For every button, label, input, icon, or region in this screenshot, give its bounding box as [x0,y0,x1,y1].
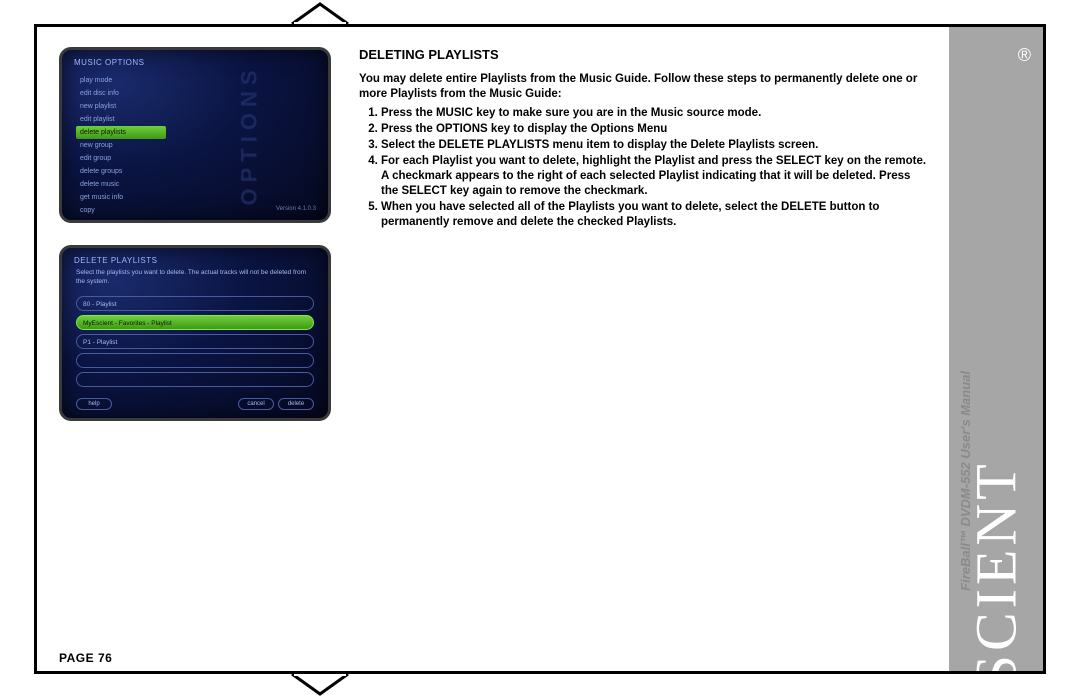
playlist-pill: P1 - Playlist [76,334,314,349]
screenshot2-playlist-list: 80 - Playlist MyEscient - Favorites - Pl… [76,296,314,391]
cancel-button: cancel [238,398,274,410]
menu-item-highlighted: delete playlists [76,126,166,139]
manual-subtitle: FireBall™ DVDM-552 User's Manual [958,371,973,591]
registered-mark: ® [1018,45,1031,66]
help-button: help [76,398,112,410]
step-item: Select the DELETE PLAYLISTS menu item to… [381,138,927,153]
section-heading: DELETING PLAYLISTS [359,47,927,62]
screenshot1-menu-list: play mode edit disc info new playlist ed… [76,74,278,217]
page-number: PAGE 76 [59,651,112,665]
screenshot1-version: Version 4.1.0.3 [276,206,316,212]
step-item: For each Playlist you want to delete, hi… [381,154,927,199]
playlist-pill: 80 - Playlist [76,296,314,311]
step-item: When you have selected all of the Playli… [381,200,927,230]
steps-list: Press the MUSIC key to make sure you are… [359,106,927,230]
playlist-pill [76,353,314,368]
menu-item: new group [76,139,278,152]
playlist-pill-highlighted: MyEscient - Favorites - Playlist [76,315,314,330]
menu-item: new playlist [76,100,278,113]
page-frame: ® ESCIENT FireBall™ DVDM-552 User's Manu… [34,24,1046,674]
instruction-text-column: DELETING PLAYLISTS You may delete entire… [359,47,927,230]
menu-item: delete music [76,178,278,191]
playlist-pill [76,372,314,387]
screenshot2-subtitle: Select the playlists you want to delete.… [76,268,314,286]
menu-item: play mode [76,74,278,87]
screenshot2-title: DELETE PLAYLISTS [74,256,157,265]
screenshot-music-options: MUSIC OPTIONS OPTIONS play mode edit dis… [59,47,331,223]
page-content: MUSIC OPTIONS OPTIONS play mode edit dis… [37,27,949,671]
menu-item: get music info [76,191,278,204]
step-item: Press the MUSIC key to make sure you are… [381,106,927,121]
brand-sidebar: ® ESCIENT FireBall™ DVDM-552 User's Manu… [949,27,1043,671]
menu-item: delete groups [76,165,278,178]
screenshot-delete-playlists: DELETE PLAYLISTS Select the playlists yo… [59,245,331,421]
menu-item: edit group [76,152,278,165]
step-item: Press the OPTIONS key to display the Opt… [381,122,927,137]
screenshot1-title: MUSIC OPTIONS [74,58,145,67]
menu-item: edit disc info [76,87,278,100]
intro-paragraph: You may delete entire Playlists from the… [359,72,927,102]
menu-item: edit playlist [76,113,278,126]
menu-item: copy [76,204,278,217]
screenshot2-button-row: help cancel delete [76,398,314,410]
delete-button: delete [278,398,314,410]
screenshots-column: MUSIC OPTIONS OPTIONS play mode edit dis… [59,47,341,443]
